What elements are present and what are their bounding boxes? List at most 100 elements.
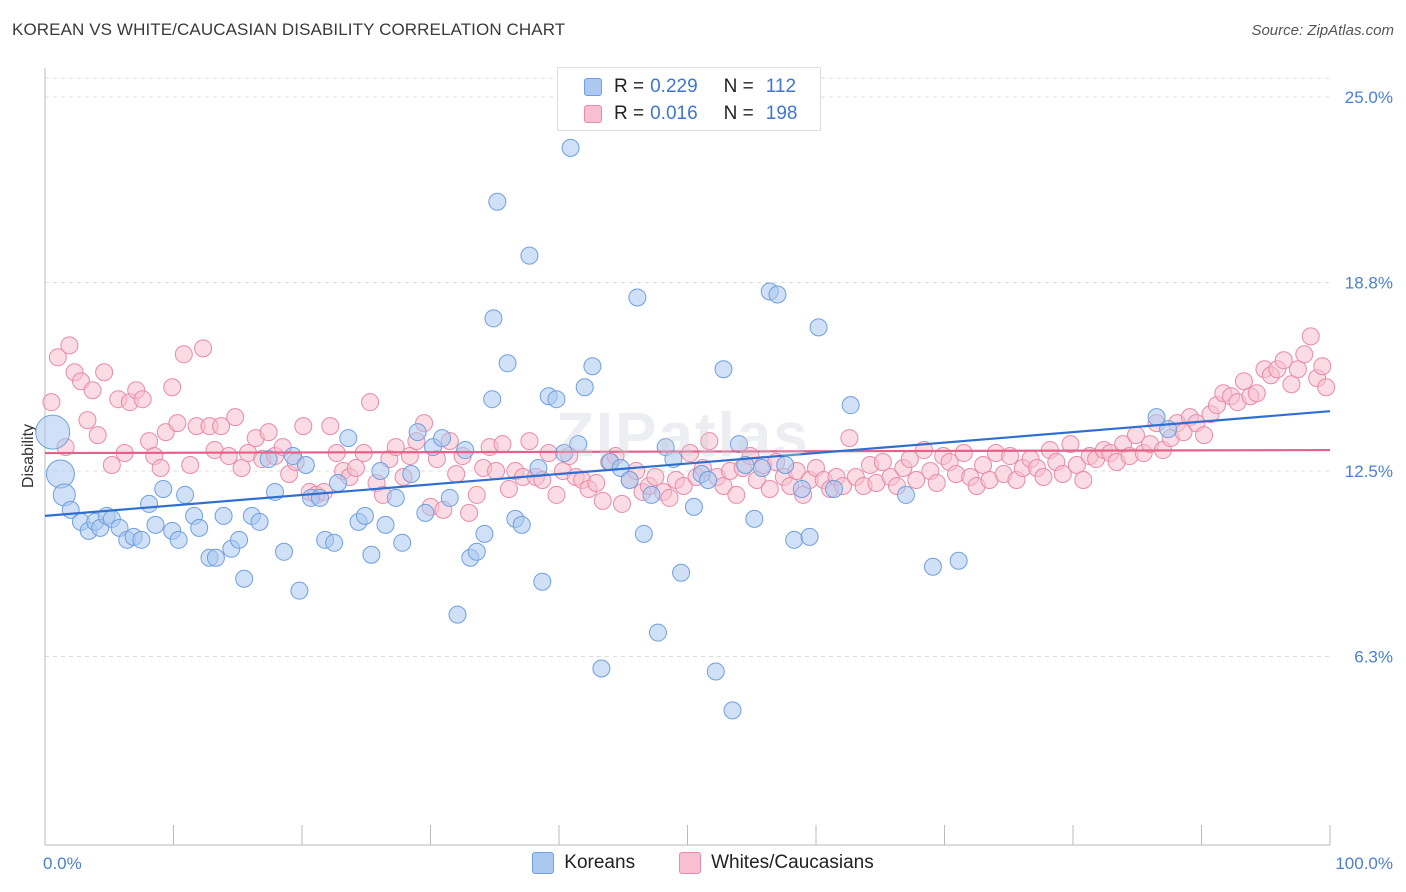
- korean-point: [475, 524, 494, 543]
- white-point: [88, 426, 107, 445]
- white-point: [1247, 384, 1266, 403]
- white-point: [487, 462, 506, 480]
- white-point: [102, 456, 121, 475]
- y-tick-label: 12.5%: [1345, 462, 1393, 481]
- r-value: 0.016: [650, 103, 698, 124]
- korean-point: [371, 462, 390, 480]
- white-point: [681, 444, 700, 463]
- korean-point: [250, 512, 269, 531]
- axes: [44, 68, 1331, 846]
- white-point: [95, 363, 114, 382]
- white-point: [612, 494, 631, 513]
- white-point: [840, 429, 859, 448]
- korean-point: [896, 485, 915, 504]
- white-point: [1295, 345, 1314, 364]
- korean-point: [841, 396, 860, 415]
- r-value: 0.229: [650, 76, 698, 97]
- series-koreans-points: [35, 138, 1178, 720]
- korean-point: [923, 557, 942, 576]
- korean-point: [376, 515, 395, 534]
- white-point: [194, 339, 213, 358]
- white-point: [700, 432, 719, 451]
- white-point: [361, 393, 380, 412]
- stats-legend: R = 0.229 N = 112 R = 0.016 N = 198: [557, 67, 821, 131]
- r-label: R =: [614, 103, 645, 124]
- korean-point: [706, 662, 725, 681]
- korean-point: [386, 488, 405, 507]
- korean-point: [296, 456, 315, 475]
- white-point: [974, 456, 993, 475]
- white-point: [714, 476, 733, 495]
- n-value: 112: [765, 76, 797, 97]
- white-point: [321, 417, 340, 436]
- korean-point: [809, 318, 828, 337]
- korean-point: [792, 479, 811, 498]
- korean-point: [235, 569, 254, 588]
- white-point: [447, 464, 466, 483]
- white-point: [78, 411, 97, 430]
- white-point: [727, 485, 746, 504]
- source-label: Source: ZipAtlas.com: [1251, 22, 1394, 39]
- korean-point: [275, 542, 294, 561]
- white-point: [1234, 372, 1253, 391]
- white-point: [219, 447, 238, 466]
- korean-point: [154, 479, 173, 498]
- white-point: [1061, 435, 1080, 454]
- korean-point: [433, 429, 452, 448]
- korean-point: [592, 659, 611, 678]
- korean-point: [745, 509, 764, 528]
- legend-item-whites[interactable]: Whites/Caucasians: [679, 852, 874, 874]
- korean-point: [561, 138, 580, 157]
- tick-labels: 6.3% 12.5% 18.8% 25.0% 0.0% 100.0%: [43, 88, 1393, 873]
- korean-point: [416, 503, 435, 522]
- korean-point: [547, 390, 566, 409]
- korean-point: [325, 533, 344, 552]
- korean-point: [467, 542, 486, 561]
- legend-item-koreans[interactable]: Koreans: [532, 852, 635, 874]
- white-point: [674, 476, 693, 495]
- korean-point: [520, 246, 539, 265]
- white-point: [907, 470, 926, 489]
- korean-point: [949, 551, 968, 570]
- white-point: [60, 336, 79, 355]
- white-point: [1301, 327, 1320, 346]
- korean-point: [699, 470, 718, 489]
- white-point: [927, 473, 946, 492]
- white-point: [954, 444, 973, 463]
- white-point: [400, 447, 419, 466]
- korean-point: [684, 497, 703, 516]
- korean-point: [723, 701, 742, 720]
- white-point: [174, 345, 193, 364]
- white-point: [467, 485, 486, 504]
- white-point: [493, 435, 512, 454]
- white-point: [660, 488, 679, 507]
- white-point: [346, 459, 365, 478]
- white-point: [646, 467, 665, 486]
- korean-point: [555, 444, 574, 463]
- x-tick-label: 100.0%: [1335, 854, 1393, 873]
- white-trend-line: [44, 448, 1331, 455]
- korean-point: [533, 572, 552, 591]
- white-point: [499, 479, 518, 498]
- white-swatch: [679, 852, 702, 874]
- korean-point: [583, 357, 602, 376]
- white-point: [151, 459, 170, 478]
- white-point: [133, 390, 152, 409]
- korean-point: [230, 530, 249, 549]
- trend-lines: [44, 410, 1331, 517]
- white-point: [226, 408, 245, 427]
- korean-swatch: [584, 78, 602, 96]
- korean-point: [259, 450, 278, 469]
- white-point: [212, 417, 231, 436]
- white-point: [1195, 426, 1214, 445]
- korean-point: [575, 378, 594, 397]
- korean-point: [328, 473, 347, 492]
- korean-point: [45, 459, 75, 489]
- white-point: [539, 444, 558, 463]
- legend-row-whites: R = 0.016 N = 198: [584, 102, 797, 126]
- white-point: [140, 432, 159, 451]
- white-point: [232, 459, 251, 478]
- korean-point: [214, 506, 233, 525]
- white-point: [42, 393, 61, 412]
